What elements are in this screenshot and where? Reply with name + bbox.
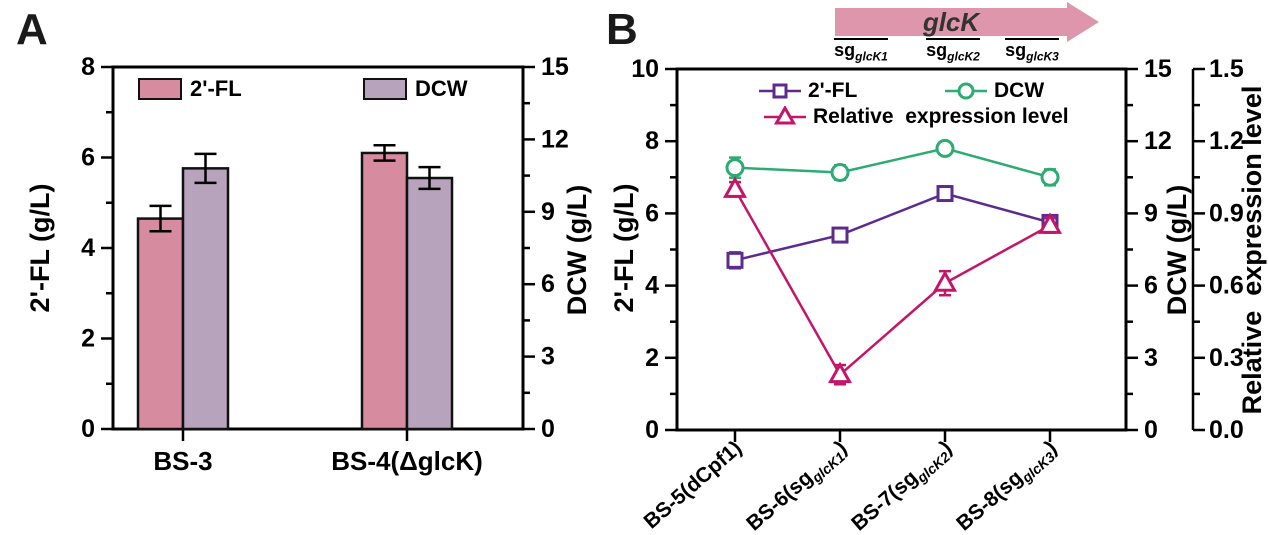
marker-triangle (932, 270, 958, 292)
panel-a-label: A (16, 5, 48, 54)
sg-label-glcK2: sgglcK2 (926, 38, 980, 64)
marker-triangle (722, 176, 748, 198)
legend-label-expression: Relative expression level (813, 105, 1069, 128)
panel-a-left-axis-title: 2'-FL (g/L) (25, 183, 55, 313)
panel-a: 0 2 4 6 8 0 3 6 9 12 15 BS-3 BS-4(ΔglcK) (81, 53, 569, 476)
marker-triangle (773, 106, 797, 125)
bar-dcw (405, 176, 454, 431)
sg-subscript: glcK2 (947, 49, 980, 64)
series-line (734, 147, 1051, 179)
panel-b-right-axis-title: DCW (g/L) (1162, 184, 1192, 316)
gene-arrow-head (1067, 2, 1099, 42)
sg-label-glcK3: sgglcK3 (1005, 38, 1059, 64)
tick-label: 4 (81, 234, 95, 262)
tick-label: 4 (645, 272, 659, 300)
tick-label: 6 (1144, 272, 1158, 300)
tick-label: 0 (81, 415, 95, 443)
marker-triangle (827, 361, 853, 384)
marker-circle (957, 82, 975, 100)
tick-label: 2 (81, 325, 95, 353)
marker-square (726, 251, 744, 269)
bar-2fl (136, 217, 185, 431)
gene-arrow-body (835, 8, 1067, 36)
panel-b-left-axis-title: 2'-FL (g/L) (609, 183, 639, 313)
tick-label: 6 (81, 144, 95, 172)
legend-swatch-dcw (363, 78, 407, 100)
category-label: BS-8(sgglcK3) (952, 436, 1063, 535)
legend-marker-dcw (945, 82, 987, 100)
sg-base: sg (926, 40, 948, 60)
marker-circle (830, 162, 850, 182)
sg-label-glcK1: sgglcK1 (834, 38, 888, 64)
series-line (733, 188, 1051, 377)
legend-swatch-2fl (138, 78, 182, 100)
category-label: BS-3 (153, 446, 212, 476)
category-label: BS-6(sgglcK1) (742, 436, 853, 535)
legend-item-2fl-bar: 2'-FL (138, 76, 242, 102)
panel-a-right-axis-title: DCW (g/L) (562, 184, 592, 316)
legend-label-dcw: DCW (415, 76, 468, 101)
tick-label: 8 (81, 53, 95, 81)
marker-square (772, 83, 788, 99)
tick-label: 0.0 (1209, 416, 1244, 444)
tick-label: 0 (541, 415, 555, 443)
tick-label: 0.9 (1209, 199, 1244, 227)
bar-dcw (181, 167, 230, 431)
legend-item-expression: Relative expression level (763, 105, 1069, 129)
tick-label: 3 (541, 343, 555, 371)
tick-label: 0 (645, 416, 659, 444)
tick-label: 15 (1144, 55, 1172, 83)
tick-label: 1.5 (1209, 55, 1244, 83)
marker-triangle (1037, 212, 1063, 234)
marker-circle (725, 158, 745, 178)
legend-item-dcw-line: DCW (944, 79, 1044, 103)
panel-b-label: B (606, 5, 638, 54)
tick-label: 2 (645, 344, 659, 372)
sg-base: sg (834, 40, 856, 60)
legend-marker-expression (764, 106, 806, 125)
tick-label: 0.3 (1209, 344, 1244, 372)
marker-circle (1040, 167, 1060, 187)
tick-label: 15 (541, 53, 569, 81)
category-label: BS-5(dCpf1) (640, 436, 747, 533)
tick-label: 9 (541, 198, 555, 226)
legend-label-2fl-line: 2'-FL (808, 79, 858, 102)
panel-b-far-right-axis-title: Relative expression level (1237, 85, 1267, 415)
tick-label: 12 (1144, 127, 1172, 155)
series-line (734, 192, 1051, 262)
tick-label: 10 (631, 55, 659, 83)
tick-label: 8 (645, 127, 659, 155)
category-label: BS-4(ΔglcK) (331, 446, 483, 476)
marker-square (936, 185, 954, 203)
gene-arrow-label: glcK (922, 7, 980, 37)
legend-label-2fl: 2'-FL (190, 76, 242, 101)
tick-label: 0 (1144, 416, 1158, 444)
bar-2fl (360, 151, 409, 431)
tick-label: 12 (541, 125, 569, 153)
legend-item-dcw-bar: DCW (363, 76, 468, 102)
sg-subscript: glcK1 (855, 49, 888, 64)
tick-label: 9 (1144, 199, 1158, 227)
category-label: BS-7(sgglcK2) (847, 436, 958, 535)
tick-label: 0.6 (1209, 272, 1244, 300)
tick-label: 1.2 (1209, 127, 1244, 155)
legend-marker-2fl (759, 83, 801, 99)
legend-item-2fl-line: 2'-FL (758, 79, 857, 103)
sg-base: sg (1005, 40, 1027, 60)
marker-circle (935, 138, 955, 158)
legend-label-dcw-line: DCW (994, 79, 1045, 102)
sg-subscript: glcK3 (1026, 49, 1059, 64)
tick-label: 3 (1144, 344, 1158, 372)
marker-square (831, 226, 849, 244)
tick-label: 6 (645, 199, 659, 227)
tick-label: 6 (541, 270, 555, 298)
